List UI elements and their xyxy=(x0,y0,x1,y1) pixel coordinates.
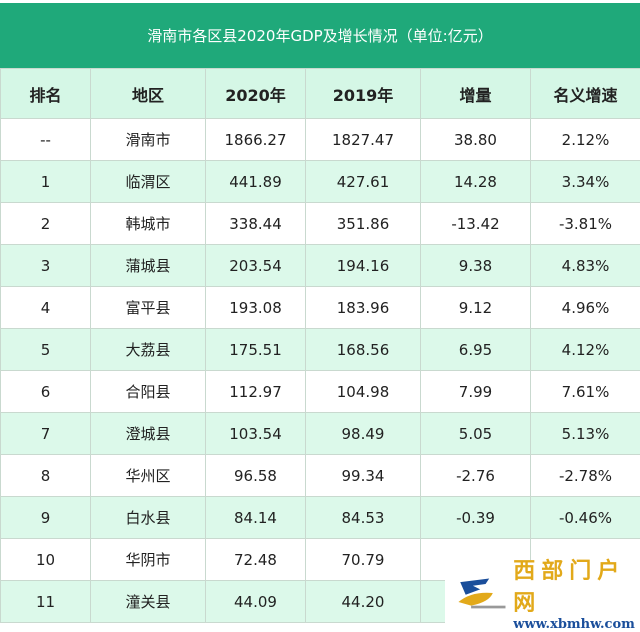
table-cell: 5 xyxy=(1,329,91,371)
table-cell: 104.98 xyxy=(306,371,421,413)
column-header: 地区 xyxy=(91,69,206,119)
table-cell: 6.95 xyxy=(421,329,531,371)
table-cell: 4.96% xyxy=(531,287,640,329)
table-cell: 168.56 xyxy=(306,329,421,371)
table-cell: 175.51 xyxy=(206,329,306,371)
table-cell: 70.79 xyxy=(306,539,421,581)
column-header: 2019年 xyxy=(306,69,421,119)
table-cell: 38.80 xyxy=(421,119,531,161)
table-cell: -0.39 xyxy=(421,497,531,539)
table-cell: 大荔县 xyxy=(91,329,206,371)
table-cell: 4.12% xyxy=(531,329,640,371)
table-cell: 蒲城县 xyxy=(91,245,206,287)
table-cell: -3.81% xyxy=(531,203,640,245)
column-header: 增量 xyxy=(421,69,531,119)
watermark-name: 西部门户网 xyxy=(513,553,640,617)
table-cell: -- xyxy=(1,119,91,161)
table-cell: 338.44 xyxy=(206,203,306,245)
table-cell: 193.08 xyxy=(206,287,306,329)
column-header: 2020年 xyxy=(206,69,306,119)
table-cell: 5.05 xyxy=(421,413,531,455)
table-cell: 99.34 xyxy=(306,455,421,497)
table-cell: 6 xyxy=(1,371,91,413)
table-cell: -0.46% xyxy=(531,497,640,539)
table-cell: 441.89 xyxy=(206,161,306,203)
table-cell: 203.54 xyxy=(206,245,306,287)
table-cell: 14.28 xyxy=(421,161,531,203)
table-cell: 2.12% xyxy=(531,119,640,161)
table-cell: 华阴市 xyxy=(91,539,206,581)
table-cell: 112.97 xyxy=(206,371,306,413)
table-cell: 8 xyxy=(1,455,91,497)
table-cell: 3.34% xyxy=(531,161,640,203)
table-cell: 合阳县 xyxy=(91,371,206,413)
table-cell: 澄城县 xyxy=(91,413,206,455)
table-cell: 7.61% xyxy=(531,371,640,413)
table-cell: 3 xyxy=(1,245,91,287)
table-cell: 194.16 xyxy=(306,245,421,287)
column-header: 名义增速 xyxy=(531,69,640,119)
table-cell: -2.78% xyxy=(531,455,640,497)
table-cell: 96.58 xyxy=(206,455,306,497)
table-cell: 5.13% xyxy=(531,413,640,455)
table-title: 滑南市各区县2020年GDP及增长情况（单位:亿元） xyxy=(0,3,640,68)
table-cell: 44.20 xyxy=(306,581,421,623)
table-cell: 华州区 xyxy=(91,455,206,497)
table-cell: 98.49 xyxy=(306,413,421,455)
table-cell: 9.38 xyxy=(421,245,531,287)
table-cell: -2.76 xyxy=(421,455,531,497)
table-cell: 4 xyxy=(1,287,91,329)
table-cell: 富平县 xyxy=(91,287,206,329)
table-cell: 44.09 xyxy=(206,581,306,623)
table-cell: 韩城市 xyxy=(91,203,206,245)
table-cell: 11 xyxy=(1,581,91,623)
table-cell: 7 xyxy=(1,413,91,455)
table-cell: 2 xyxy=(1,203,91,245)
table-cell: 4.83% xyxy=(531,245,640,287)
table-cell: 临渭区 xyxy=(91,161,206,203)
table-cell: 1827.47 xyxy=(306,119,421,161)
table-cell: 9 xyxy=(1,497,91,539)
table-cell: 潼关县 xyxy=(91,581,206,623)
table-cell: 7.99 xyxy=(421,371,531,413)
column-header: 排名 xyxy=(1,69,91,119)
table-cell: 1 xyxy=(1,161,91,203)
table-cell: -13.42 xyxy=(421,203,531,245)
table-cell: 72.48 xyxy=(206,539,306,581)
table-cell: 183.96 xyxy=(306,287,421,329)
table-cell: 84.14 xyxy=(206,497,306,539)
table-cell: 427.61 xyxy=(306,161,421,203)
table-cell: 351.86 xyxy=(306,203,421,245)
table-cell: 白水县 xyxy=(91,497,206,539)
xbmhw-logo-icon xyxy=(453,573,507,613)
watermark: 西部门户网 www.xbmhw.com xyxy=(445,560,640,625)
table-cell: 103.54 xyxy=(206,413,306,455)
table-cell: 9.12 xyxy=(421,287,531,329)
table-cell: 10 xyxy=(1,539,91,581)
table-cell: 滑南市 xyxy=(91,119,206,161)
table-cell: 1866.27 xyxy=(206,119,306,161)
table-cell: 84.53 xyxy=(306,497,421,539)
